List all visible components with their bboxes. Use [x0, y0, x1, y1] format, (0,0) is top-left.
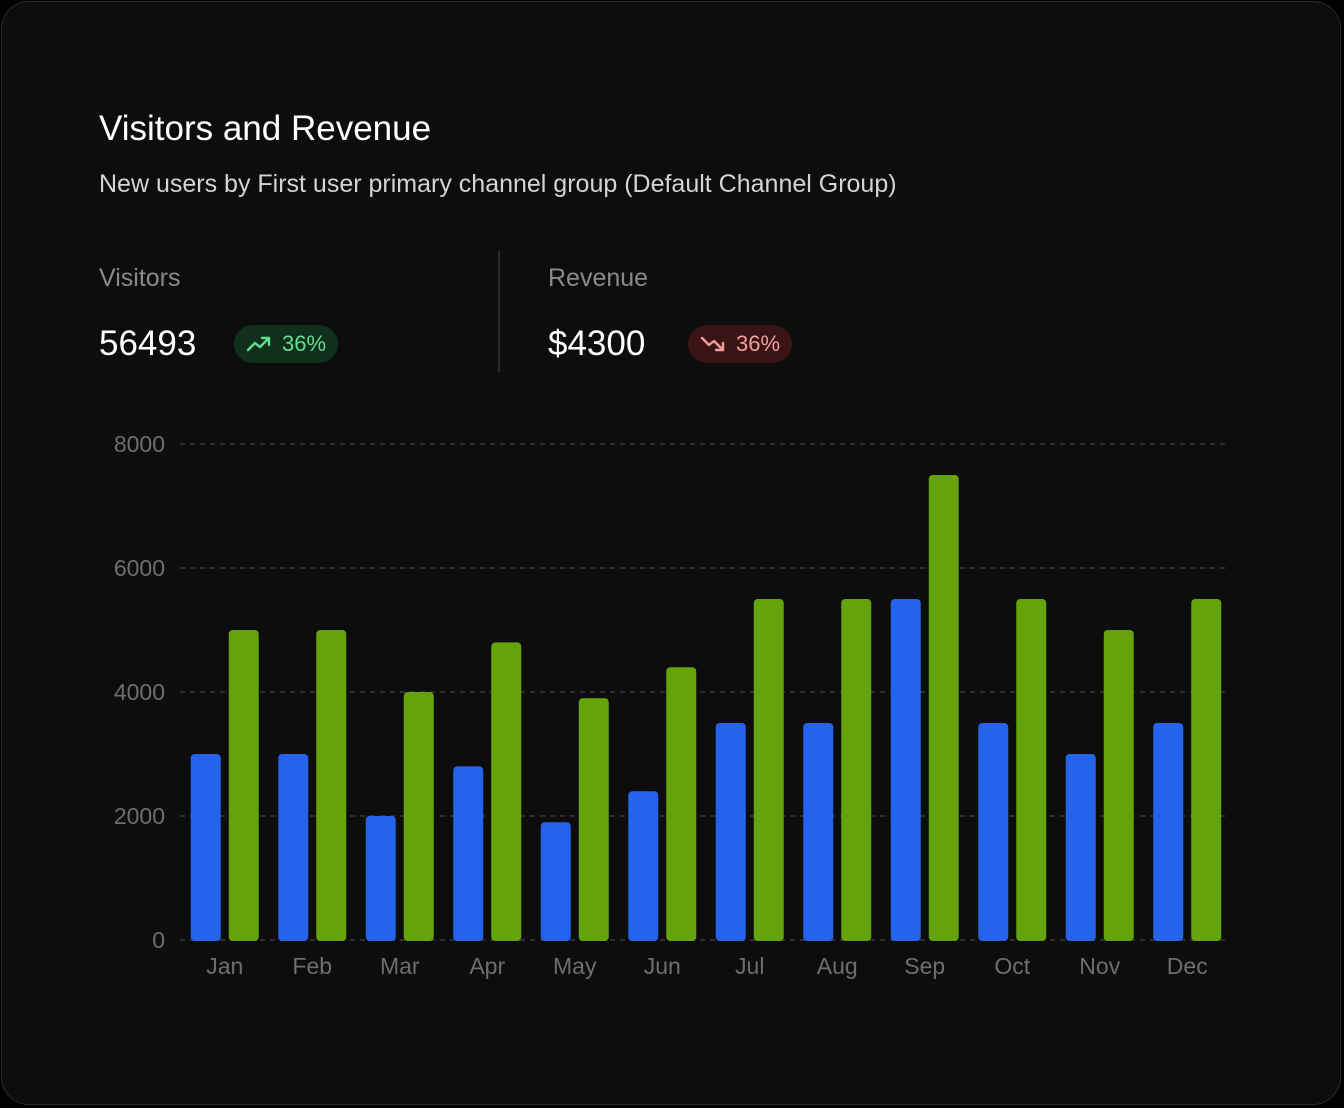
bar-jun-series-2[interactable]: [666, 667, 697, 941]
bar-aug-series-1[interactable]: [803, 723, 834, 941]
x-tick-label: Nov: [1079, 953, 1120, 979]
y-tick-label: 0: [152, 927, 165, 953]
bar-feb-series-1[interactable]: [278, 754, 309, 941]
revenue-change-text: 36%: [736, 331, 781, 356]
revenue-change-badge: 36%: [688, 325, 793, 363]
bar-may-series-1[interactable]: [540, 822, 571, 941]
y-tick-label: 8000: [114, 431, 165, 457]
card-title: Visitors and Revenue: [99, 109, 432, 148]
visitors-change-text: 36%: [282, 331, 327, 356]
kpi-divider: [498, 251, 500, 372]
revenue-label: Revenue: [548, 264, 649, 292]
x-tick-label: Jul: [735, 953, 764, 979]
bar-jul-series-1[interactable]: [715, 723, 746, 941]
x-tick-label: Mar: [380, 953, 420, 979]
card-subtitle: New users by First user primary channel …: [99, 170, 897, 198]
visitors-label: Visitors: [99, 264, 181, 292]
revenue-value: $4300: [548, 324, 646, 363]
bar-dec-series-1[interactable]: [1153, 723, 1184, 941]
x-tick-label: Aug: [817, 953, 858, 979]
y-tick-label: 6000: [114, 555, 165, 581]
visitors-change-badge: 36%: [234, 325, 339, 363]
x-tick-label: Apr: [469, 953, 505, 979]
x-tick-label: May: [553, 953, 597, 979]
bar-mar-series-2[interactable]: [403, 692, 434, 941]
bar-feb-series-2[interactable]: [316, 630, 347, 941]
bar-jan-series-1[interactable]: [190, 754, 221, 941]
bar-jun-series-1[interactable]: [628, 791, 659, 941]
y-tick-label: 4000: [114, 679, 165, 705]
bar-aug-series-2[interactable]: [841, 599, 872, 941]
x-tick-label: Jan: [206, 953, 243, 979]
bar-nov-series-1[interactable]: [1065, 754, 1096, 941]
bar-may-series-2[interactable]: [578, 698, 609, 941]
bar-apr-series-1[interactable]: [453, 766, 484, 941]
bar-apr-series-2[interactable]: [491, 642, 522, 941]
bar-dec-series-2[interactable]: [1191, 599, 1222, 941]
bar-oct-series-1[interactable]: [978, 723, 1009, 941]
trending-down-icon: [700, 336, 725, 352]
x-tick-label: Dec: [1167, 953, 1208, 979]
x-tick-label: Sep: [904, 953, 945, 979]
bar-jan-series-2[interactable]: [228, 630, 259, 941]
bar-nov-series-2[interactable]: [1103, 630, 1134, 941]
bar-jul-series-2[interactable]: [753, 599, 784, 941]
bar-oct-series-2[interactable]: [1016, 599, 1047, 941]
y-tick-label: 2000: [114, 803, 165, 829]
x-tick-label: Feb: [292, 953, 332, 979]
x-tick-label: Oct: [994, 953, 1030, 979]
visitors-value: 56493: [99, 324, 197, 363]
bar-sep-series-2[interactable]: [928, 475, 959, 941]
bar-mar-series-1[interactable]: [365, 816, 396, 941]
x-tick-label: Jun: [644, 953, 681, 979]
trending-up-icon: [246, 336, 271, 352]
bar-sep-series-1[interactable]: [890, 599, 921, 941]
